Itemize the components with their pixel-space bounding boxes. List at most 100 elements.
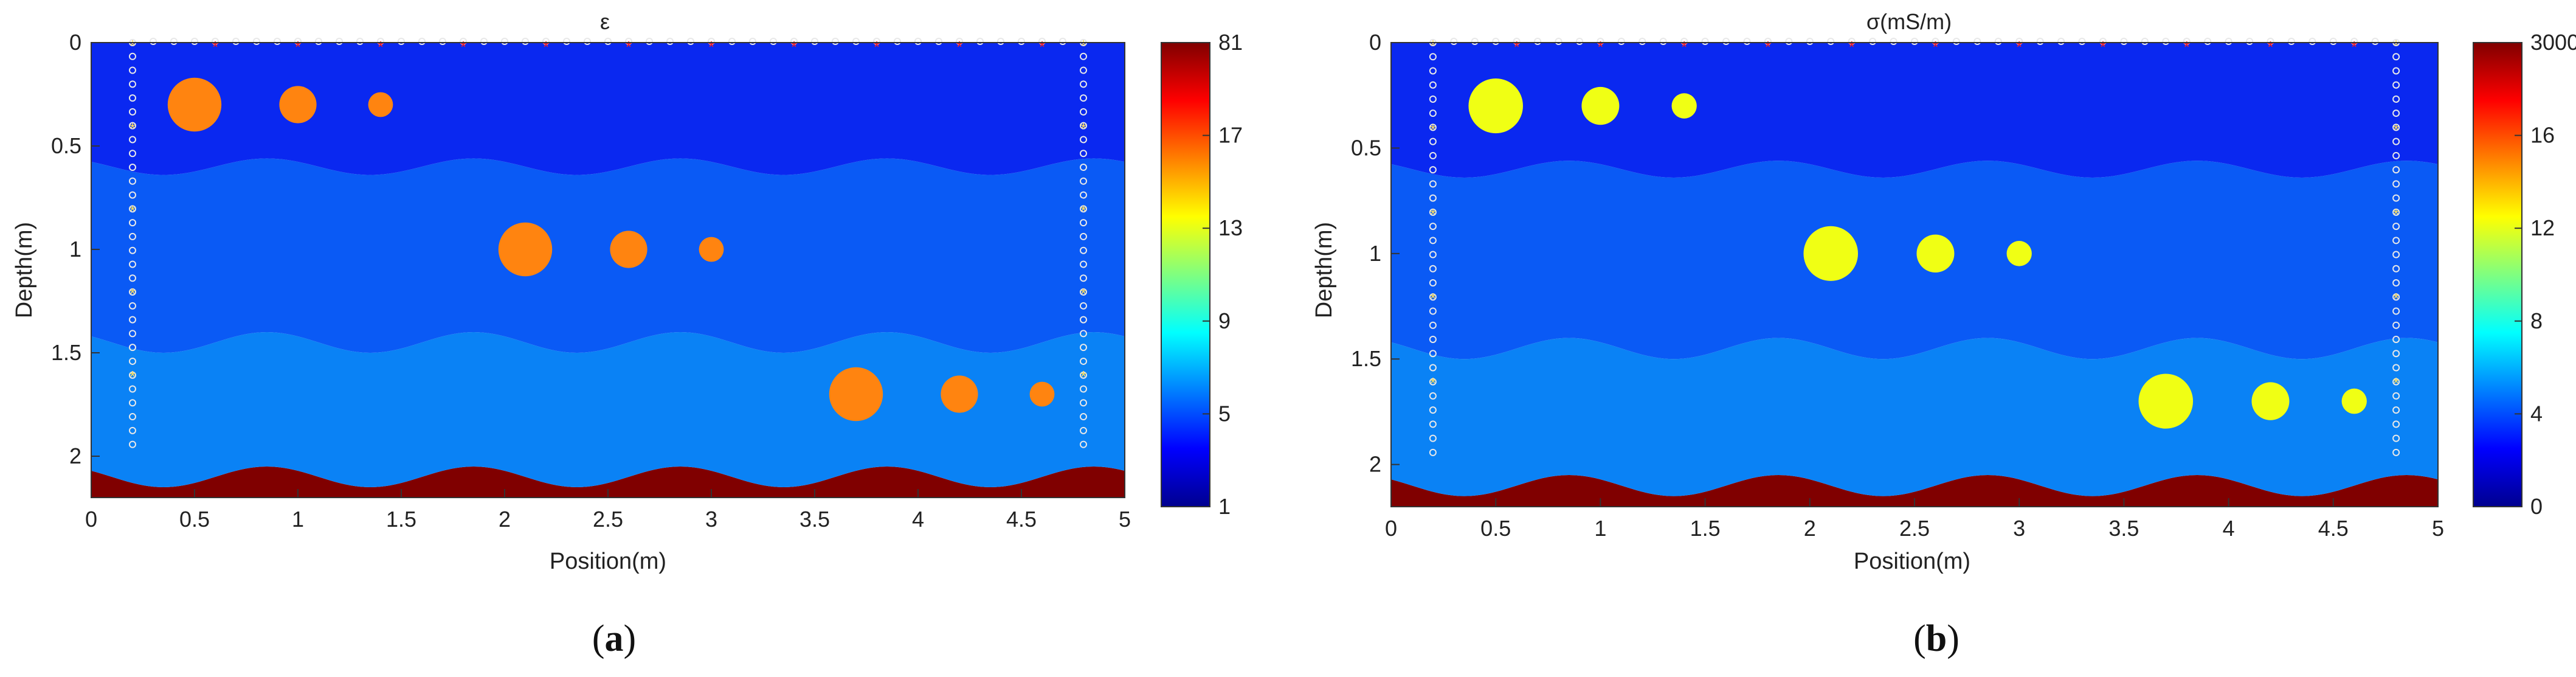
surface-receiver-marker xyxy=(336,38,343,45)
surface-receiver-marker xyxy=(2308,38,2316,45)
chart-b-plot xyxy=(1391,43,2438,507)
surface-receiver-marker xyxy=(728,38,736,45)
x-tick-label: 2.5 xyxy=(593,507,623,532)
y-tick-label: 1.5 xyxy=(51,340,81,365)
borehole-receiver-marker xyxy=(1429,434,1437,442)
surface-receiver-marker xyxy=(2225,38,2232,45)
borehole-receiver-marker xyxy=(1080,357,1087,365)
surface-receiver-marker xyxy=(1911,38,1918,45)
surface-receiver-marker xyxy=(2204,38,2212,45)
borehole-receiver-marker xyxy=(1429,279,1437,287)
borehole-receiver-marker xyxy=(1080,136,1087,144)
surface-receiver-marker xyxy=(418,38,426,45)
surface-receiver-marker xyxy=(646,38,653,45)
surface-source-marker: * xyxy=(212,38,218,56)
x-tick-label: 3 xyxy=(705,507,717,532)
surface-receiver-marker xyxy=(2267,38,2274,45)
borehole-receiver-marker xyxy=(1080,150,1087,158)
surface-receiver-marker xyxy=(315,38,322,45)
borehole-receiver-marker xyxy=(1429,237,1437,245)
surface-receiver-marker xyxy=(1617,38,1625,45)
x-tick-label: 0 xyxy=(85,507,97,532)
surface-source-marker: * xyxy=(2184,38,2190,56)
surface-source-marker: * xyxy=(708,38,714,56)
surface-receiver-marker xyxy=(460,38,467,45)
x-tick-label: 4.5 xyxy=(1006,507,1037,532)
borehole-source-marker: * xyxy=(2393,374,2399,392)
x-tick-label: 1.5 xyxy=(386,507,416,532)
borehole-receiver-marker xyxy=(1080,302,1087,310)
x-tick-label: 0.5 xyxy=(179,507,210,532)
borehole-receiver-marker xyxy=(129,371,136,379)
borehole-receiver-marker xyxy=(129,66,136,74)
anomaly-8 xyxy=(941,375,978,413)
borehole-receiver-marker xyxy=(1429,109,1437,117)
x-tick-label: 4 xyxy=(912,507,924,532)
x-tick-label: 1 xyxy=(292,507,304,532)
surface-receiver-marker xyxy=(274,38,281,45)
borehole-source-marker: * xyxy=(1080,367,1086,386)
surface-receiver-marker xyxy=(790,38,798,45)
borehole-receiver-marker xyxy=(1429,123,1437,131)
borehole-receiver-marker xyxy=(129,399,136,407)
surface-receiver-marker xyxy=(1932,38,1939,45)
surface-receiver-marker xyxy=(253,38,260,45)
surface-receiver-marker xyxy=(1534,38,1542,45)
chart-a-title: ε xyxy=(600,9,610,34)
borehole-source-marker: * xyxy=(129,119,136,137)
borehole-source-marker: * xyxy=(2393,36,2399,55)
borehole-receiver-marker xyxy=(1429,67,1437,75)
surface-receiver-marker xyxy=(1973,38,1981,45)
chart-a-colorbar xyxy=(1161,42,1210,507)
borehole-receiver-marker xyxy=(1429,321,1437,329)
borehole-receiver-marker xyxy=(129,219,136,227)
borehole-receiver-marker xyxy=(2392,293,2400,301)
borehole-receiver-marker xyxy=(2392,364,2400,372)
colorbar-tick-label: 1 xyxy=(1218,494,1231,519)
surface-receiver-marker xyxy=(1492,38,1500,45)
surface-source-marker: * xyxy=(1932,38,1938,56)
anomaly-6 xyxy=(2006,241,2032,266)
borehole-receiver-marker xyxy=(1429,137,1437,145)
borehole-source-marker: * xyxy=(1080,119,1086,137)
surface-receiver-marker xyxy=(212,38,219,45)
chart-b-x-axis: 0 0.5 1 1.5 2 2.5 3 3.5 4 4.5 5 xyxy=(1385,498,2444,541)
borehole-receiver-marker xyxy=(1080,288,1087,296)
borehole-receiver-marker xyxy=(1080,80,1087,88)
borehole-source-marker: * xyxy=(129,367,136,386)
borehole-receiver-marker xyxy=(2392,251,2400,259)
surface-source-marker: * xyxy=(1514,38,1520,56)
borehole-receiver-marker xyxy=(1080,246,1087,254)
surface-receiver-marker xyxy=(1785,38,1793,45)
borehole-source-marker: * xyxy=(1080,36,1086,55)
borehole-receiver-marker xyxy=(129,136,136,144)
chart-a-survey: * * * * * * * * * * * * * * * * * * * * * xyxy=(129,36,1087,448)
borehole-receiver-marker xyxy=(2392,350,2400,358)
borehole-receiver-marker xyxy=(1429,95,1437,103)
borehole-receiver-marker xyxy=(1429,251,1437,259)
borehole-receiver-marker xyxy=(2392,392,2400,400)
surface-receiver-marker xyxy=(666,38,674,45)
borehole-receiver-marker xyxy=(129,440,136,448)
surface-receiver-marker xyxy=(2015,38,2023,45)
y-tick-label: 0.5 xyxy=(1351,135,1381,160)
chart-b: σ(mS/m) * * * * * * * * * * * * * * * * * * * * * 0 0.5 1 1.5 2 2… xyxy=(1311,9,2576,659)
borehole-receiver-marker xyxy=(129,80,136,88)
borehole-receiver-marker xyxy=(2392,434,2400,442)
borehole-receiver-marker xyxy=(129,274,136,282)
chart-b-ylabel: Depth(m) xyxy=(1311,222,1337,318)
borehole-receiver-marker xyxy=(129,413,136,421)
surface-receiver-marker xyxy=(2371,38,2379,45)
borehole-source-marker: * xyxy=(1430,205,1436,223)
borehole-source-marker: * xyxy=(2393,205,2399,223)
borehole-receiver-marker xyxy=(2392,208,2400,216)
borehole-receiver-marker xyxy=(2392,151,2400,159)
surface-source-marker: * xyxy=(543,38,549,56)
borehole-receiver-marker xyxy=(2392,67,2400,75)
surface-source-marker: * xyxy=(1597,38,1603,56)
surface-receiver-marker xyxy=(894,38,901,45)
surface-receiver-marker xyxy=(2246,38,2254,45)
x-tick-label: 3.5 xyxy=(2108,516,2139,541)
x-tick-label: 2 xyxy=(499,507,511,532)
